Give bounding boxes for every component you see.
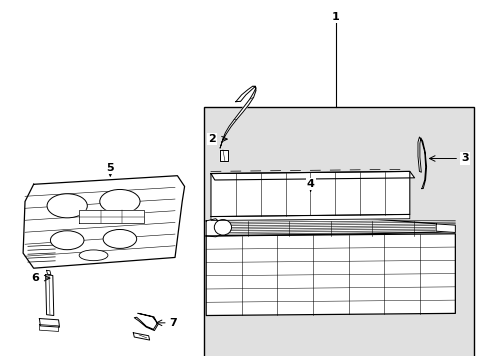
Polygon shape [417, 137, 426, 189]
Polygon shape [45, 275, 54, 315]
Polygon shape [133, 333, 149, 340]
Polygon shape [206, 219, 223, 237]
Text: 6: 6 [31, 273, 39, 283]
Polygon shape [219, 150, 227, 161]
Polygon shape [210, 215, 409, 220]
Text: 1: 1 [331, 12, 339, 22]
Polygon shape [46, 270, 51, 275]
Polygon shape [206, 234, 454, 315]
Ellipse shape [103, 229, 137, 248]
Ellipse shape [79, 250, 108, 261]
Polygon shape [210, 171, 409, 217]
Ellipse shape [50, 231, 84, 250]
Text: 3: 3 [460, 153, 468, 163]
Polygon shape [79, 210, 143, 223]
Ellipse shape [100, 189, 140, 213]
Text: 7: 7 [169, 318, 177, 328]
Bar [203, 107, 472, 360]
Polygon shape [220, 86, 256, 148]
Polygon shape [40, 325, 59, 332]
Polygon shape [206, 219, 454, 236]
Ellipse shape [47, 194, 87, 218]
Text: 5: 5 [106, 163, 114, 173]
Polygon shape [134, 313, 158, 330]
Text: 4: 4 [306, 179, 314, 189]
Polygon shape [210, 171, 414, 180]
Polygon shape [435, 224, 454, 233]
Polygon shape [40, 319, 60, 327]
Circle shape [214, 220, 231, 235]
Polygon shape [23, 176, 184, 268]
Text: 2: 2 [207, 134, 215, 144]
